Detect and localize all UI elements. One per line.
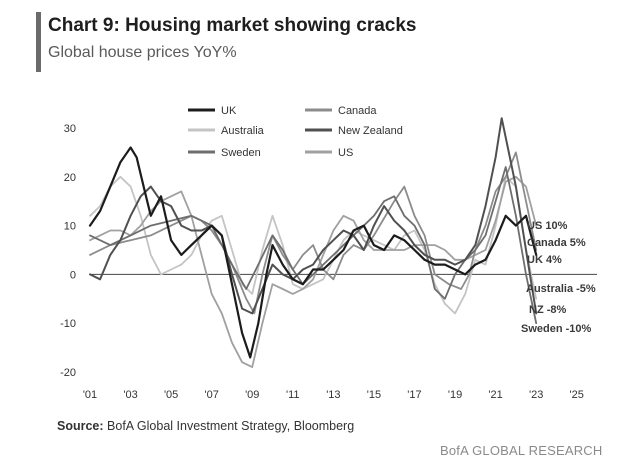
legend-label: New Zealand: [338, 125, 403, 137]
end-value-label: US 10%: [527, 220, 568, 232]
end-value-label: Sweden -10%: [521, 323, 592, 335]
x-tick-label: '07: [205, 389, 219, 401]
series-line-australia: [89, 175, 538, 315]
y-tick-label: 10: [64, 221, 76, 233]
end-value-label: UK 4%: [527, 254, 562, 266]
brand-footer: BofA GLOBAL RESEARCH: [440, 443, 603, 458]
x-tick-label: '17: [407, 389, 421, 401]
x-tick-label: '05: [164, 389, 178, 401]
end-value-label: NZ -8%: [529, 304, 567, 316]
end-value-label: Australia -5%: [526, 283, 596, 295]
end-value-label: Canada 5%: [527, 237, 586, 249]
legend-label: UK: [221, 105, 237, 117]
y-tick-label: -10: [60, 318, 76, 330]
source-note: Source: BofA Global Investment Strategy,…: [57, 419, 354, 433]
series-line-canada: [89, 151, 538, 315]
series-line-uk: [88, 146, 538, 359]
x-tick-label: '23: [529, 389, 543, 401]
x-tick-label: '25: [570, 389, 584, 401]
legend-label: US: [338, 147, 353, 159]
chart-subtitle: Global house prices YoY%: [48, 44, 237, 61]
y-tick-label: 20: [64, 172, 76, 184]
legend-label: Sweden: [221, 147, 261, 159]
y-tick-label: -20: [60, 367, 76, 379]
x-tick-label: '21: [488, 389, 502, 401]
y-tick-label: 30: [64, 123, 76, 135]
series-line-new-zealand: [89, 117, 538, 315]
title-accent-bar: [36, 12, 41, 72]
x-tick-label: '03: [123, 389, 137, 401]
series-line-us: [89, 175, 538, 368]
y-tick-label: 0: [70, 269, 76, 281]
source-label: Source:: [57, 419, 104, 433]
chart-title: Chart 9: Housing market showing cracks: [48, 15, 417, 36]
x-tick-label: '19: [448, 389, 462, 401]
legend-label: Australia: [221, 125, 265, 137]
x-tick-label: '13: [326, 389, 340, 401]
x-tick-label: '11: [286, 389, 300, 401]
x-tick-label: '09: [245, 389, 259, 401]
legend-label: Canada: [338, 105, 377, 117]
x-tick-label: '15: [367, 389, 381, 401]
source-text: BofA Global Investment Strategy, Bloombe…: [107, 419, 355, 433]
x-tick-label: '01: [83, 389, 97, 401]
